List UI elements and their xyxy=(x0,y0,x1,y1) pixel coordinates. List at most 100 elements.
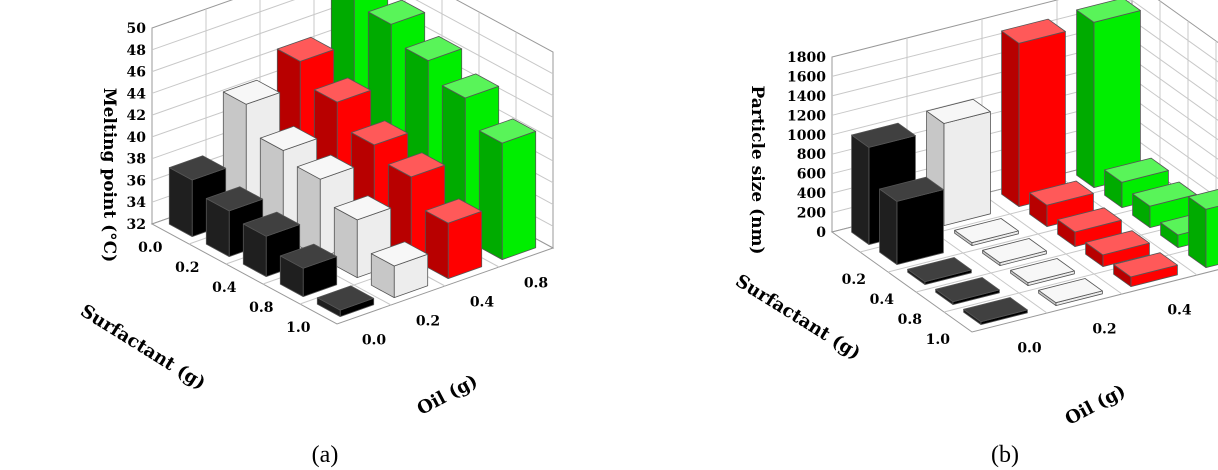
chart-a-bars xyxy=(168,0,537,318)
chart-a-z-tick-label: 48 xyxy=(127,43,146,59)
chart-a-surfactant-tick-label: 1.0 xyxy=(286,320,311,336)
chart-b-bar-top xyxy=(1113,252,1178,278)
chart-a-z-tick-label: 40 xyxy=(127,130,147,146)
chart-a-bar xyxy=(478,118,537,261)
chart-a-z-ticks: 32 34 36 38 40 42 44 46 48 50 xyxy=(127,21,147,233)
chart-a-bar-top xyxy=(242,211,301,237)
chart-b-bar xyxy=(954,218,1019,247)
chart-b-oil-tick-label: 0.4 xyxy=(1167,303,1192,319)
chart-a-bar-top xyxy=(259,125,318,151)
chart-b-bar-top xyxy=(1001,18,1066,44)
chart-a-bar-top xyxy=(313,77,372,103)
chart-a-z-tick-label: 50 xyxy=(127,21,147,37)
panel-label-a: (a) xyxy=(312,442,339,468)
chart-b-bar-top xyxy=(1132,181,1197,207)
chart-a-z-tick-label: 44 xyxy=(127,86,147,102)
chart-b-z-tick-label: 1200 xyxy=(787,108,826,124)
chart-a-bar-top xyxy=(441,73,500,99)
chart-b-z-tick-label: 1600 xyxy=(787,69,826,85)
chart-b-oil-tick-label: 0.2 xyxy=(1092,322,1116,338)
chart-b-z-axis-title: Particle size (nm) xyxy=(747,85,767,254)
chart-a-oil-tick-label: 0.8 xyxy=(524,276,548,292)
chart-b-z-tick-label: 1800 xyxy=(787,50,826,66)
chart-b-oil-axis-title: Oil (g) xyxy=(1062,381,1129,430)
chart-b-bar-front xyxy=(896,189,944,266)
chart-b-bar-side xyxy=(1076,9,1095,189)
chart-b-bar-top xyxy=(1029,180,1094,206)
chart-a-bar-side xyxy=(478,130,503,261)
chart-a-gridline xyxy=(151,0,554,75)
chart-b-bar-top xyxy=(926,98,991,124)
chart-b-particle-size: 0 200 400 600 800 1000 1200 1400 1600 1800 Particl… xyxy=(732,0,1218,430)
chart-b-surfactant-tick-label: 0.4 xyxy=(870,292,895,308)
chart-b-bar xyxy=(982,238,1047,267)
chart-b-bar xyxy=(935,277,1000,306)
chart-b-bar-top xyxy=(1188,189,1218,210)
chart-b-bar-top xyxy=(907,257,972,283)
chart-a-bar-top xyxy=(387,152,446,178)
chart-b-bar xyxy=(963,297,1028,326)
chart-b-bar-top xyxy=(1057,207,1122,233)
chart-b-bar xyxy=(1085,230,1150,268)
chart-b-z-tick-label: 0 xyxy=(816,225,826,241)
chart-a-bar xyxy=(370,241,429,299)
chart-b-bar xyxy=(1076,0,1141,189)
chart-a-bar-top xyxy=(370,241,429,267)
chart-b-bar-top xyxy=(1038,278,1103,304)
chart-b-bar-top xyxy=(954,218,1019,244)
chart-a-z-tick-label: 32 xyxy=(127,217,146,233)
chart-a-bar xyxy=(424,198,483,280)
chart-a-bar-top xyxy=(168,155,227,181)
chart-b-bar-side xyxy=(851,134,870,246)
chart-a-bar-top xyxy=(333,195,392,221)
chart-b-bars xyxy=(851,0,1218,326)
chart-a-surfactant-ticks: 0.0 0.2 0.4 0.8 1.0 xyxy=(138,240,311,336)
chart-a-bar-top xyxy=(404,36,463,61)
chart-a-bar-top xyxy=(276,36,335,62)
chart-a-z-tick-label: 46 xyxy=(127,65,146,81)
chart-b-z-tick-label: 600 xyxy=(797,167,826,183)
chart-b-bar-top xyxy=(963,297,1028,323)
chart-b-bar-side xyxy=(879,188,898,266)
chart-a-surfactant-tick-label: 0.0 xyxy=(138,240,163,256)
panel-label-b: (b) xyxy=(991,442,1019,468)
chart-b-bar-front xyxy=(943,111,991,227)
chart-b-gridline xyxy=(943,242,1218,313)
chart-b-bar-top xyxy=(851,122,916,148)
chart-b-surfactant-tick-label: 1.0 xyxy=(926,332,951,348)
chart-a-bar-top xyxy=(222,79,281,105)
chart-b-bar xyxy=(1001,18,1066,208)
chart-b-bar xyxy=(1113,252,1178,288)
chart-b-bar xyxy=(1132,181,1197,229)
chart-a-oil-axis-title: Oil (g) xyxy=(414,371,481,420)
chart-b-bar-top xyxy=(982,238,1047,264)
chart-a-bar-top xyxy=(350,120,409,146)
chart-b-oil-tick-label: 0.0 xyxy=(1017,341,1042,357)
chart-b-surfactant-ticks: 0.20.40.81.0 xyxy=(842,272,951,348)
chart-a-oil-ticks: 0.0 0.2 0.4 0.8 xyxy=(362,276,548,349)
chart-a-bar xyxy=(279,243,338,298)
chart-a-bar-side xyxy=(296,166,321,259)
chart-b-bar xyxy=(879,176,944,266)
chart-b-bar-top xyxy=(1010,258,1075,284)
chart-a-z-tick-label: 38 xyxy=(127,152,146,168)
chart-a-oil-tick-label: 0.4 xyxy=(470,295,495,311)
chart-b-oil-ticks: 0.00.20.40.8 xyxy=(1017,303,1192,357)
chart-b-bar xyxy=(1057,207,1122,248)
chart-b-z-tick-label: 1000 xyxy=(787,128,826,144)
chart-a-bar xyxy=(316,285,375,318)
chart-b-bar-top xyxy=(1104,157,1169,183)
chart-a-surfactant-tick-label: 0.8 xyxy=(249,300,273,316)
chart-a-z-axis-title: Melting point (°C) xyxy=(99,88,119,263)
chart-a-bar xyxy=(333,195,392,279)
chart-b-z-tick-label: 800 xyxy=(797,147,826,163)
chart-a-z-tick-label: 36 xyxy=(127,173,146,189)
chart-b-surfactant-tick-label: 0.2 xyxy=(842,272,866,288)
chart-b-z-tick-label: 1400 xyxy=(787,89,826,105)
chart-b-z-tick-label: 200 xyxy=(797,206,826,222)
chart-a-bar-top xyxy=(279,243,338,269)
chart-b-bar-top xyxy=(1085,230,1150,256)
chart-b-gridline xyxy=(831,0,1218,77)
chart-a-z-tick-label: 42 xyxy=(127,108,146,124)
